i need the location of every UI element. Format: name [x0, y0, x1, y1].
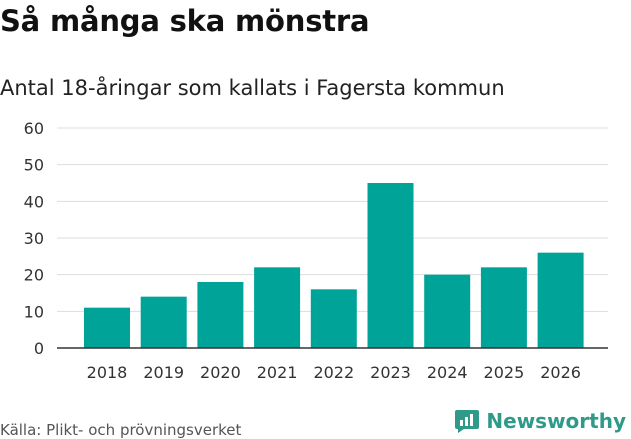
bar-2020 [197, 282, 244, 348]
newsworthy-logo-icon [455, 410, 480, 433]
y-tick-label: 0 [34, 339, 44, 358]
y-tick-label: 10 [24, 302, 44, 321]
bar-2019 [140, 296, 187, 348]
y-tick-label: 50 [24, 156, 44, 175]
x-tick-label: 2021 [257, 363, 298, 382]
brand-logo: Newsworthy [454, 408, 626, 434]
bar-2018 [84, 307, 130, 348]
y-tick-label: 40 [24, 192, 44, 211]
bar-2024 [424, 274, 471, 348]
x-tick-label: 2022 [313, 363, 354, 382]
source-note: Källa: Plikt- och prövningsverket [0, 421, 242, 439]
x-tick-label: 2025 [484, 363, 525, 382]
bar-2026 [537, 252, 584, 348]
bar-2022 [310, 289, 357, 348]
brand-name: Newsworthy [486, 409, 626, 433]
chart-subtitle: Antal 18-åringar som kallats i Fagersta … [0, 76, 505, 100]
bar-2023 [367, 183, 414, 348]
bar-2021 [254, 267, 301, 348]
y-tick-label: 20 [24, 266, 44, 285]
x-tick-label: 2020 [200, 363, 241, 382]
x-tick-label: 2019 [143, 363, 184, 382]
x-tick-label: 2018 [87, 363, 128, 382]
x-tick-label: 2023 [370, 363, 411, 382]
chart-title: Så många ska mönstra [0, 4, 370, 38]
y-tick-label: 60 [24, 119, 44, 138]
x-tick-label: 2024 [427, 363, 468, 382]
bar-2025 [480, 267, 527, 348]
y-tick-label: 30 [24, 229, 44, 248]
x-tick-label: 2026 [540, 363, 581, 382]
